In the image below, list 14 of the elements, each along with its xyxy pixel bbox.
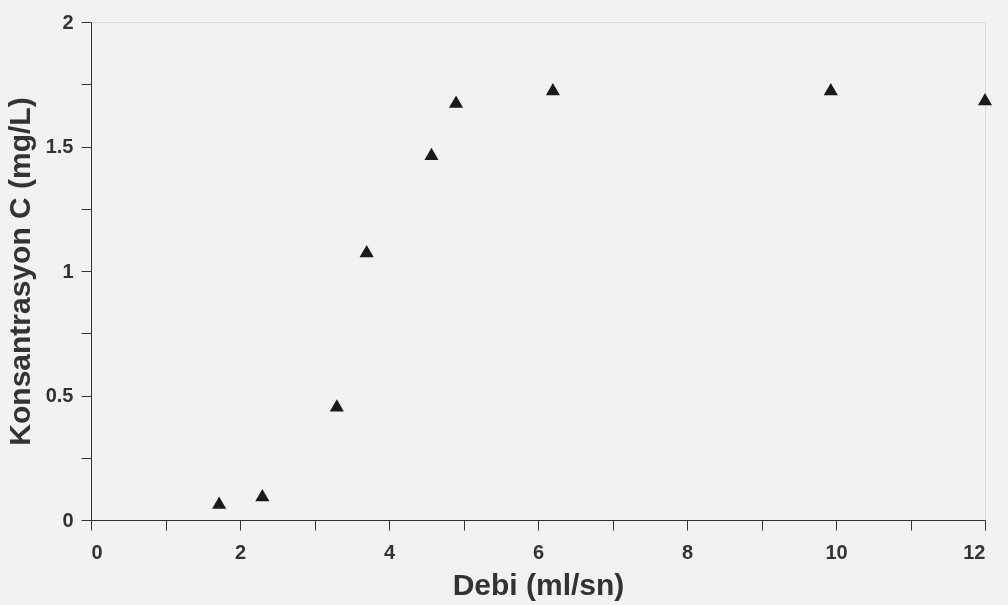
- x-tick-label: 6: [532, 540, 545, 563]
- y-tick-label: 1.5: [45, 135, 74, 157]
- x-tick-label: 10: [825, 540, 848, 563]
- x-tick-label: 0: [91, 540, 103, 563]
- y-axis-title: Konsantrasyon C (mg/L): [2, 97, 36, 446]
- x-axis-title: Debi (ml/sn): [452, 567, 625, 601]
- y-tick-label: 0: [62, 508, 74, 531]
- x-tick-label: 12: [963, 540, 986, 563]
- y-tick-label: 1: [62, 259, 74, 282]
- x-tick-label: 4: [383, 540, 396, 563]
- y-tick-label: 2: [62, 10, 74, 33]
- y-tick-label: 0.5: [45, 384, 74, 406]
- x-tick-label: 2: [234, 540, 247, 563]
- x-tick-label: 8: [681, 540, 694, 563]
